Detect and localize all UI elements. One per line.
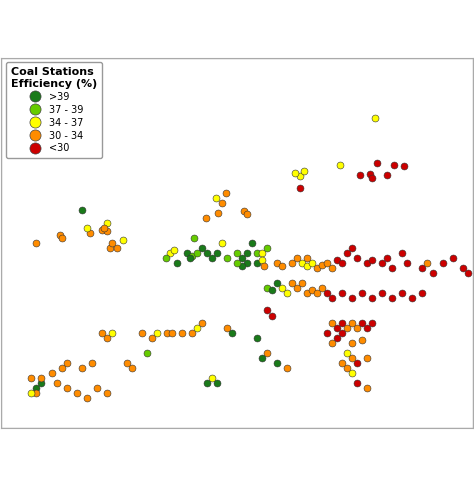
Legend: >39, 37 - 39, 34 - 37, 30 - 34, <30: >39, 37 - 39, 34 - 37, 30 - 34, <30 xyxy=(6,62,102,158)
